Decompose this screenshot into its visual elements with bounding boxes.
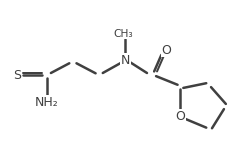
Text: O: O <box>161 44 171 57</box>
Text: O: O <box>175 110 185 123</box>
Text: N: N <box>121 54 130 67</box>
Text: S: S <box>13 69 21 82</box>
Text: NH₂: NH₂ <box>35 96 59 108</box>
Text: CH₃: CH₃ <box>113 29 133 39</box>
